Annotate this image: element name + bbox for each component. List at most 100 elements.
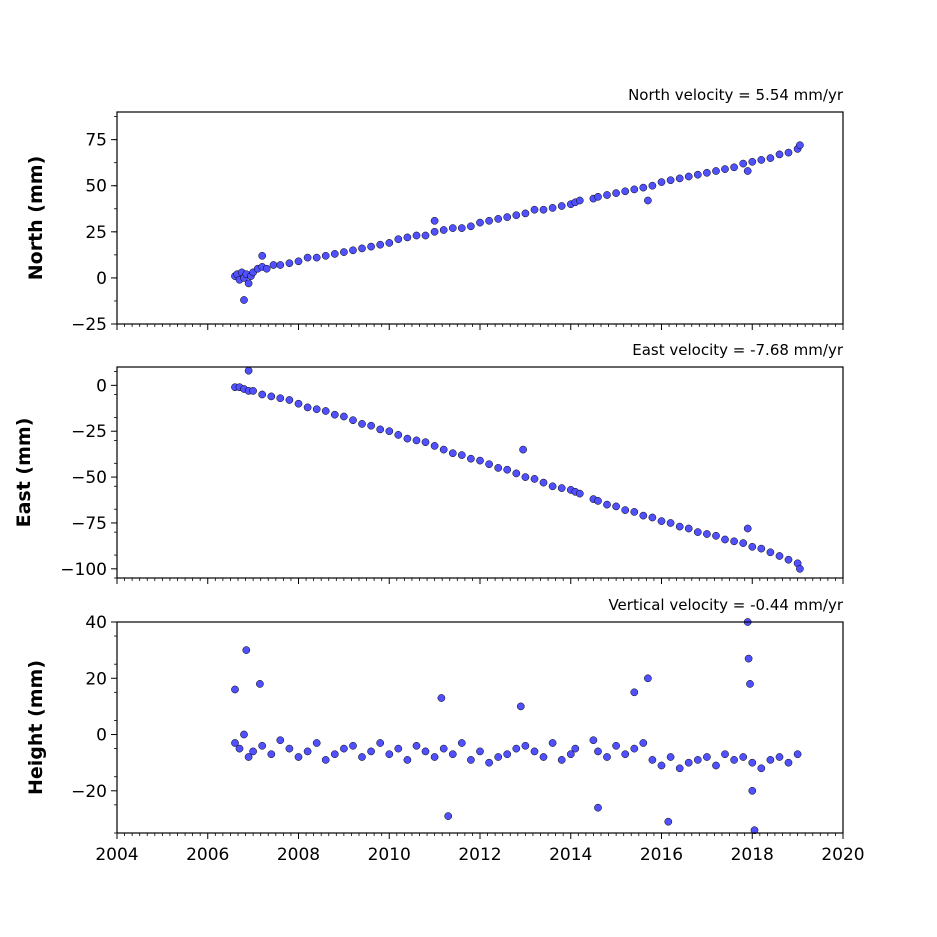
north-data-point	[639, 183, 648, 192]
north-y-tick-label: 25	[85, 223, 107, 243]
height-data-point	[340, 744, 348, 753]
north-data-point	[521, 209, 530, 218]
height-data-point	[503, 750, 512, 759]
height-data-point	[285, 744, 294, 753]
east-data-point	[276, 394, 285, 403]
height-data-point	[748, 758, 757, 767]
east-data-point	[675, 522, 684, 531]
height-data-point	[349, 741, 357, 750]
height-data-point	[448, 750, 457, 759]
height-data-point	[603, 753, 611, 761]
north-data-point	[439, 226, 448, 234]
north-data-point	[430, 227, 439, 236]
east-data-point	[439, 445, 448, 454]
east-data-point	[494, 464, 503, 472]
east-data-point	[603, 500, 611, 509]
height-data-point	[421, 747, 430, 756]
east-velocity-title: East velocity = -7.68 mm/yr	[632, 341, 844, 359]
height-data-point	[457, 739, 466, 747]
height-data-point	[557, 756, 566, 764]
height-data-point	[437, 694, 446, 702]
height-data-point	[766, 756, 775, 764]
east-data-point	[267, 392, 276, 401]
height-data-point	[231, 739, 239, 747]
height-data-point	[612, 741, 620, 750]
north-data-point	[539, 205, 548, 214]
north-data-point	[512, 211, 521, 220]
height-data-point	[530, 747, 539, 756]
north-data-point	[485, 216, 493, 225]
height-data-point	[746, 680, 754, 688]
east-data-point	[630, 508, 639, 516]
height-data-point	[757, 764, 766, 773]
north-data-point	[557, 202, 566, 210]
height-data-point	[231, 685, 239, 694]
north-data-point	[349, 246, 357, 255]
east-data-point	[684, 524, 693, 533]
east-data-point	[594, 497, 602, 505]
north-data-point	[684, 172, 693, 181]
height-data-point	[666, 753, 675, 761]
north-data-point	[530, 205, 539, 214]
height-data-point	[367, 747, 375, 756]
east-data-point	[639, 511, 648, 520]
height-data-point	[571, 744, 580, 753]
north-data-point	[594, 192, 602, 201]
height-data-point	[321, 756, 330, 764]
north-data-point	[412, 231, 421, 240]
east-data-point	[657, 517, 666, 525]
height-y-tick-label: 0	[96, 726, 107, 746]
height-data-point	[376, 739, 385, 747]
north-data-point	[703, 168, 711, 177]
east-y-tick-label: 0	[96, 376, 107, 396]
north-data-point	[666, 176, 675, 185]
east-data-point	[457, 451, 466, 459]
east-y-tick-label: −50	[71, 468, 107, 488]
height-data-point	[244, 753, 253, 761]
height-data-point	[494, 753, 503, 761]
height-data-point	[712, 761, 720, 770]
east-data-point	[548, 482, 557, 491]
east-data-point	[530, 475, 539, 483]
north-data-point	[494, 215, 503, 223]
east-data-point	[349, 416, 357, 425]
north-data-point	[312, 253, 321, 262]
height-y-tick-label: 40	[85, 613, 107, 633]
east-data-point	[340, 412, 348, 421]
east-data-point	[621, 506, 630, 514]
height-data-point	[594, 747, 602, 756]
height-data-point	[748, 786, 757, 795]
height-velocity-title: Vertical velocity = -0.44 mm/yr	[608, 596, 843, 614]
north-data-point	[476, 218, 484, 227]
north-data-point	[603, 191, 611, 199]
east-data-point	[448, 449, 457, 458]
north-data-point	[621, 187, 630, 196]
north-data-point	[244, 279, 253, 288]
height-y-axis: −20 0 20 40	[71, 613, 117, 834]
north-data-point	[612, 189, 620, 197]
east-data-point	[575, 489, 584, 498]
height-data-point	[258, 741, 267, 750]
north-y-tick-label: −25	[71, 315, 107, 335]
north-data-point	[575, 196, 584, 205]
east-data-point	[367, 421, 375, 430]
north-axes-frame	[116, 111, 844, 325]
east-data-point	[519, 445, 527, 454]
east-y-tick-label: −75	[71, 514, 107, 534]
height-data-point	[516, 702, 525, 711]
north-data-point	[358, 244, 366, 253]
north-velocity-title: North velocity = 5.54 mm/yr	[628, 86, 844, 104]
height-y-tick-label: −20	[71, 782, 107, 802]
east-data-point	[557, 484, 566, 492]
north-y-axis-label: North (mm)	[25, 156, 47, 281]
height-data-point	[630, 744, 639, 753]
height-data-point	[793, 750, 802, 759]
height-data-point	[621, 750, 630, 759]
east-axes-frame	[116, 366, 844, 579]
east-data-point	[249, 387, 257, 395]
height-data-point	[594, 803, 602, 812]
east-y-tick-label: −25	[71, 422, 107, 442]
east-data-point	[721, 535, 729, 544]
east-y-tick-label: −100	[60, 560, 107, 580]
height-data-point	[664, 817, 673, 826]
